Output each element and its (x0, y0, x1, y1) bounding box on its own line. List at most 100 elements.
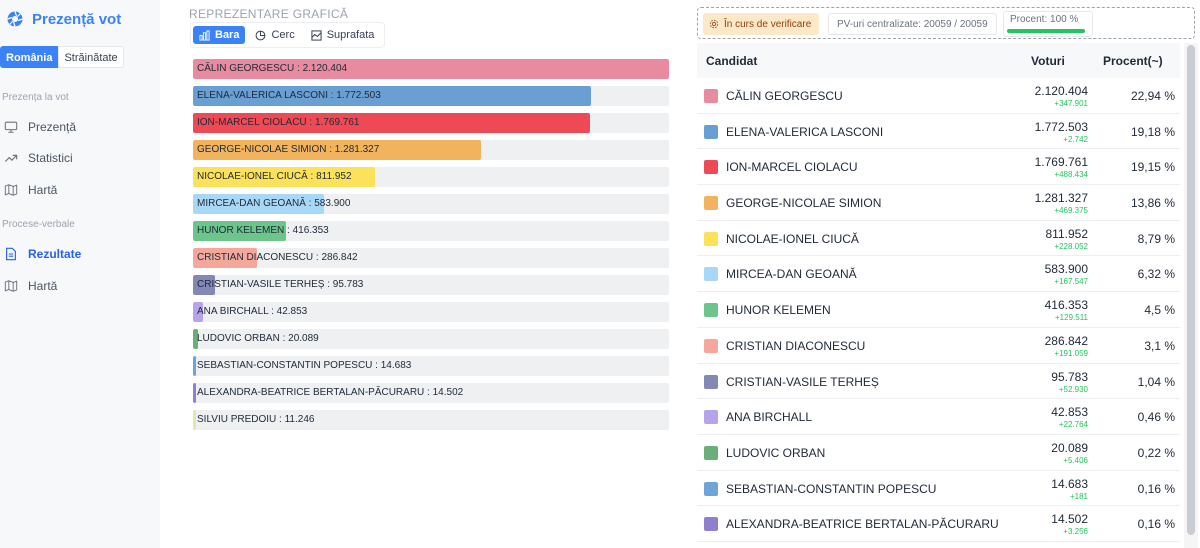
color-swatch (704, 481, 718, 496)
bar-label: ANA BIRCHALL : 42.853 (197, 306, 308, 317)
sidebar-item-harta[interactable]: Hartă (4, 183, 57, 197)
vote-delta: +129.511 (1055, 313, 1088, 323)
vote-percent: 19,15 % (1130, 160, 1175, 175)
color-swatch (704, 445, 718, 460)
tab-romania[interactable]: România (0, 46, 59, 68)
vote-delta: +469.375 (1054, 206, 1088, 216)
vote-delta: +52.930 (1058, 384, 1088, 394)
bar (193, 167, 376, 187)
sidebar-item-harta-pv[interactable]: Hartă (4, 279, 57, 293)
tab-label: Bara (215, 29, 240, 41)
bar-label: CRISTIAN DIACONESCU : 286.842 (197, 252, 358, 263)
candidate-name: ANA BIRCHALL (726, 410, 813, 425)
gear-icon (709, 19, 719, 29)
bar-row[interactable]: MIRCEA-DAN GEOANĂ : 583.900 (193, 194, 669, 214)
table-row[interactable]: LUDOVIC ORBAN 20.089 +5.406 0,22 % (697, 435, 1180, 471)
bar-row[interactable]: SILVIU PREDOIU : 11.246 (193, 410, 669, 430)
color-swatch (704, 160, 718, 175)
bar-label: ELENA-VALERICA LASCONI : 1.772.503 (197, 90, 381, 101)
table-scrollbar[interactable] (1184, 43, 1198, 548)
table-row[interactable]: SEBASTIAN-CONSTANTIN POPESCU 14.683 +181 0,… (697, 471, 1180, 507)
pie-chart-icon (256, 30, 266, 40)
vote-delta: +167.547 (1054, 277, 1088, 287)
candidate-name: HUNOR KELEMEN (726, 303, 831, 318)
bar (193, 221, 287, 241)
table-row[interactable]: CĂLIN GEORGESCU 2.120.404 +347.901 22,94 % (697, 78, 1180, 114)
table-row[interactable]: ALEXANDRA-BEATRICE BERTALAN-PĂCURARU 14.5… (697, 506, 1180, 542)
vote-delta: +2.742 (1063, 134, 1088, 144)
table-row[interactable]: HUNOR KELEMEN 416.353 +129.511 4,5 % (697, 292, 1180, 328)
table-row[interactable]: MIRCEA-DAN GEOANĂ 583.900 +167.547 6,32 % (697, 256, 1180, 293)
bar-row[interactable]: CĂLIN GEORGESCU : 2.120.404 (193, 59, 669, 79)
color-swatch (704, 303, 718, 318)
vote-count: 20.089 (1051, 440, 1088, 455)
bar-row[interactable]: HUNOR KELEMEN : 416.353 (193, 221, 669, 241)
header-voturi[interactable]: Voturi (1031, 54, 1065, 68)
color-swatch (704, 267, 718, 282)
bar-row[interactable]: ANA BIRCHALL : 42.853 (193, 302, 669, 322)
table-row[interactable]: ANA BIRCHALL 42.853 +22.764 0,46 % (697, 399, 1180, 435)
chart-type-tabs: Bara Cerc Suprafata (190, 22, 386, 48)
vote-count: 14.502 (1051, 512, 1088, 527)
color-swatch (704, 517, 718, 532)
vote-percent: 0,16 % (1137, 481, 1175, 496)
bar-row[interactable]: SEBASTIAN-CONSTANTIN POPESCU : 14.683 (193, 356, 669, 376)
bar-row[interactable]: GEORGE-NICOLAE SIMION : 1.281.327 (193, 140, 669, 160)
tab-bara[interactable]: Bara (193, 26, 246, 44)
tab-suprafata[interactable]: Suprafata (305, 26, 381, 44)
bar-label: CĂLIN GEORGESCU : 2.120.404 (197, 63, 348, 74)
table-row[interactable]: CRISTIAN-VASILE TERHEȘ 95.783 +52.930 1,04 … (697, 364, 1180, 400)
bar-row[interactable]: CRISTIAN-VASILE TERHEȘ : 95.783 (193, 275, 669, 295)
table-row[interactable]: NICOLAE-IONEL CIUCĂ 811.952 +228.052 8,79 % (697, 221, 1180, 257)
map-icon (4, 184, 18, 196)
header-candidat[interactable]: Candidat (706, 54, 758, 68)
bar-row[interactable]: CRISTIAN DIACONESCU : 286.842 (193, 248, 669, 268)
bar-label: CRISTIAN-VASILE TERHEȘ : 95.783 (197, 279, 364, 290)
header-procent[interactable]: Procent(~) (1103, 54, 1163, 68)
status-box: În curs de verificare PV-uri centralizat… (697, 7, 1195, 39)
bar (193, 86, 591, 106)
vote-percent: 19,18 % (1130, 124, 1175, 139)
sidebar-item-prezenta[interactable]: Prezență (4, 120, 76, 134)
candidate-name: NICOLAE-IONEL CIUCĂ (726, 231, 859, 246)
sidebar-item-statistici[interactable]: Statistici (4, 151, 73, 165)
table-body: CĂLIN GEORGESCU 2.120.404 +347.901 22,94 % E… (697, 78, 1180, 542)
percent-progress-fill (1007, 29, 1085, 33)
vote-percent: 8,79 % (1137, 231, 1175, 246)
table-row[interactable]: GEORGE-NICOLAE SIMION 1.281.327 +469.375 13… (697, 185, 1180, 221)
candidate-name: GEORGE-NICOLAE SIMION (726, 196, 882, 211)
bar-row[interactable]: LUDOVIC ORBAN : 20.089 (193, 329, 669, 349)
bar (193, 59, 669, 79)
vote-delta: +181 (1069, 491, 1088, 501)
bar (193, 356, 197, 376)
vote-delta: +22.764 (1058, 420, 1088, 430)
table-row[interactable]: CRISTIAN DIACONESCU 286.842 +191.059 3,1 % (697, 328, 1180, 364)
scrollbar-thumb[interactable] (1187, 45, 1195, 535)
tab-label: Cerc (271, 29, 295, 41)
bar-row[interactable]: ION-MARCEL CIOLACU : 1.769.761 (193, 113, 669, 133)
vote-delta: +191.059 (1054, 348, 1088, 358)
vote-percent: 22,94 % (1130, 89, 1175, 103)
results-table: Candidat Voturi Procent(~) CĂLIN GEORGES… (697, 43, 1180, 542)
color-swatch (704, 89, 718, 103)
bar-label: HUNOR KELEMEN : 416.353 (197, 225, 329, 236)
vote-percent: 3,1 % (1144, 338, 1175, 353)
bar-row[interactable]: NICOLAE-IONEL CIUCĂ : 811.952 (193, 167, 669, 187)
area-chart-icon (311, 29, 322, 41)
vote-delta: +347.901 (1054, 99, 1088, 108)
tab-cerc[interactable]: Cerc (249, 26, 300, 44)
color-swatch (704, 374, 718, 389)
bar-row[interactable]: ELENA-VALERICA LASCONI : 1.772.503 (193, 86, 669, 106)
tab-strainatate[interactable]: Străinătate (58, 46, 124, 68)
brand[interactable]: Prezență vot (6, 10, 121, 28)
bar-row[interactable]: ALEXANDRA-BEATRICE BERTALAN-PĂCURARU : 1… (193, 383, 669, 403)
bar (193, 329, 198, 349)
table-row[interactable]: ION-MARCEL CIOLACU 1.769.761 +488.434 19,15… (697, 149, 1180, 186)
candidate-name: LUDOVIC ORBAN (726, 445, 826, 460)
verification-badge: În curs de verificare (703, 13, 820, 35)
percent-label: Procent: 100 % (1010, 14, 1079, 25)
vote-percent: 0,46 % (1137, 410, 1175, 425)
sidebar-item-rezultate[interactable]: Rezultate (4, 247, 81, 261)
candidate-name: ELENA-VALERICA LASCONI (726, 124, 884, 139)
table-row[interactable]: ELENA-VALERICA LASCONI 1.772.503 +2.742 19,… (697, 114, 1180, 150)
